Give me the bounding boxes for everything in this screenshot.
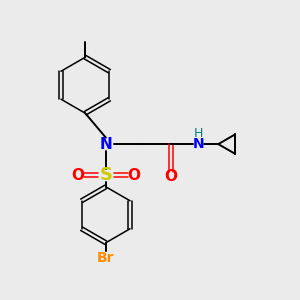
Text: N: N: [100, 136, 112, 152]
Text: O: O: [164, 169, 177, 184]
Text: Br: Br: [97, 251, 115, 265]
Text: S: S: [99, 166, 112, 184]
Text: O: O: [71, 167, 84, 182]
Text: N: N: [193, 137, 204, 151]
Text: H: H: [194, 127, 203, 140]
Text: O: O: [127, 167, 140, 182]
